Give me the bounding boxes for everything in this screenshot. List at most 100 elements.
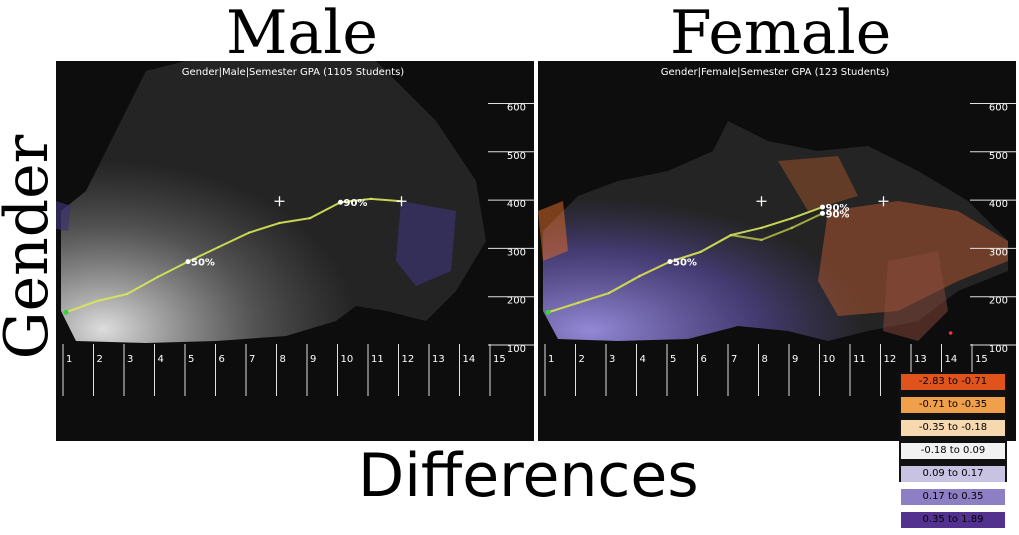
x-tick-label: 12: [884, 354, 897, 365]
x-tick-label: 10: [341, 354, 354, 365]
data-point: [607, 291, 611, 295]
y-tick-label: 500: [989, 151, 1008, 162]
y-tick-label: 400: [989, 199, 1008, 210]
start-point: [545, 309, 551, 315]
negative-patch: [778, 156, 858, 211]
y-tick-label: 100: [989, 344, 1008, 355]
female-chart: Gender|Female|Semester GPA (123 Students…: [538, 67, 1016, 396]
data-point: [217, 245, 220, 249]
y-tick-label: 500: [507, 151, 526, 162]
x-tick-label: 10: [823, 354, 836, 365]
chart-title: Gender|Male|Semester GPA (1105 Students): [182, 67, 405, 78]
gender-label: Gender: [0, 134, 62, 360]
percentile-point: [185, 259, 191, 265]
data-point: [790, 226, 794, 230]
legend-item: -0.71 to -0.35: [901, 397, 1005, 413]
male-title: Male: [226, 0, 378, 68]
x-tick-label: 2: [579, 354, 585, 365]
percentile-point: [338, 199, 343, 205]
x-tick-label: 5: [670, 354, 676, 365]
x-tick-label: 9: [310, 354, 316, 365]
percentile-point: [820, 210, 825, 216]
data-point: [308, 216, 312, 220]
percentile-label: 90%: [344, 198, 368, 209]
x-tick-label: 12: [402, 354, 415, 365]
x-tick-label: 2: [97, 354, 103, 365]
percentile-label: 90%: [826, 209, 850, 220]
y-tick-label: 600: [507, 103, 526, 114]
y-tick-label: 600: [989, 103, 1008, 114]
outlier-point: [948, 331, 953, 335]
y-tick-label: 200: [507, 296, 526, 307]
series-line: [547, 212, 823, 314]
y-tick-label: 400: [507, 199, 526, 210]
x-tick-label: 9: [792, 354, 798, 365]
x-tick-label: 8: [280, 354, 286, 365]
x-tick-label: 8: [762, 354, 768, 365]
legend-item: 0.09 to 0.17: [901, 466, 1005, 482]
data-point: [760, 238, 763, 242]
negative-patch: [538, 201, 568, 261]
y-tick-label: 300: [989, 247, 1008, 258]
x-tick-label: 14: [945, 354, 958, 365]
x-tick-label: 6: [219, 354, 225, 365]
legend-item: 0.35 to 1.89: [901, 512, 1005, 528]
x-tick-label: 4: [640, 354, 646, 365]
female-title: Female: [670, 0, 892, 68]
data-point: [156, 275, 159, 279]
data-point: [125, 292, 129, 296]
data-point: [638, 274, 641, 278]
data-point: [699, 250, 702, 254]
x-tick-label: 14: [463, 354, 476, 365]
crosshair-marker: [274, 196, 285, 207]
start-point: [63, 309, 69, 315]
legend-item: -0.18 to 0.09: [901, 443, 1005, 459]
positive-patch: [56, 201, 71, 231]
percentile-label: 50%: [191, 258, 215, 269]
male-chart-panel: Gender|Male|Semester GPA (1105 Students)…: [56, 61, 534, 441]
data-point: [278, 221, 281, 225]
y-tick-label: 300: [507, 247, 526, 258]
legend-item: 0.17 to 0.35: [901, 489, 1005, 505]
color-legend: -2.83 to -0.71 -0.71 to -0.35 -0.35 to -0.…: [901, 374, 1005, 535]
data-point: [729, 233, 733, 237]
percentile-point: [820, 204, 825, 210]
x-tick-label: 15: [493, 354, 506, 365]
x-tick-label: 7: [731, 354, 737, 365]
y-tick-label: 200: [989, 296, 1008, 307]
chart-title: Gender|Female|Semester GPA (123 Students…: [661, 67, 890, 78]
legend-item: -2.83 to -0.71: [901, 374, 1005, 390]
x-tick-label: 11: [853, 354, 866, 365]
x-tick-label: 6: [701, 354, 707, 365]
x-tick-label: 4: [158, 354, 164, 365]
data-point: [369, 197, 373, 201]
y-tick-label: 100: [507, 344, 526, 355]
x-tick-label: 5: [188, 354, 194, 365]
male-chart: Gender|Male|Semester GPA (1105 Students)…: [56, 61, 534, 396]
x-tick-label: 1: [548, 354, 554, 365]
surface-area: [61, 61, 486, 343]
data-point: [247, 231, 251, 234]
x-tick-label: 7: [249, 354, 255, 365]
percentile-label: 50%: [673, 258, 697, 269]
x-tick-label: 13: [914, 354, 927, 365]
negative-patch: [883, 251, 948, 341]
data-point: [577, 301, 580, 304]
x-tick-label: 1: [66, 354, 72, 365]
data-point: [95, 300, 98, 303]
data-point: [760, 226, 763, 230]
percentile-label: 90%: [826, 203, 850, 214]
crosshair-marker: [756, 196, 767, 207]
differences-label: Differences: [358, 441, 699, 511]
percentile-point: [667, 259, 673, 265]
x-tick-label: 15: [975, 354, 988, 365]
series-line: [65, 197, 402, 314]
x-tick-label: 3: [609, 354, 615, 365]
crosshair-marker: [878, 196, 889, 207]
positive-patch: [396, 201, 456, 286]
legend-item: -0.35 to -0.18: [901, 420, 1005, 436]
x-tick-label: 13: [432, 354, 445, 365]
crosshair-marker: [396, 196, 407, 207]
x-tick-label: 11: [371, 354, 384, 365]
x-tick-label: 3: [127, 354, 133, 365]
